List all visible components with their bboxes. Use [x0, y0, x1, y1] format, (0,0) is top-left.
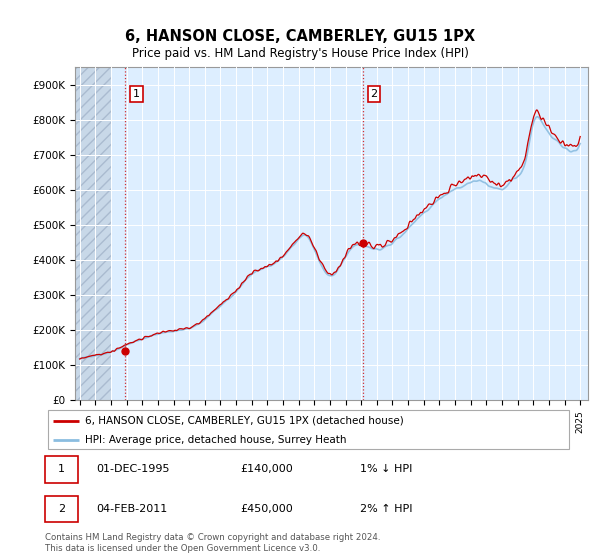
Text: £140,000: £140,000	[240, 464, 293, 474]
Text: 2: 2	[370, 89, 377, 99]
Text: 1% ↓ HPI: 1% ↓ HPI	[360, 464, 412, 474]
Text: 04-FEB-2011: 04-FEB-2011	[96, 503, 167, 514]
Text: 6, HANSON CLOSE, CAMBERLEY, GU15 1PX: 6, HANSON CLOSE, CAMBERLEY, GU15 1PX	[125, 29, 475, 44]
Text: Price paid vs. HM Land Registry's House Price Index (HPI): Price paid vs. HM Land Registry's House …	[131, 46, 469, 60]
Text: Contains HM Land Registry data © Crown copyright and database right 2024.
This d: Contains HM Land Registry data © Crown c…	[45, 533, 380, 553]
Text: 2% ↑ HPI: 2% ↑ HPI	[360, 503, 413, 514]
Text: 1: 1	[133, 89, 140, 99]
Text: 1: 1	[58, 464, 65, 474]
FancyBboxPatch shape	[47, 410, 569, 449]
Text: HPI: Average price, detached house, Surrey Heath: HPI: Average price, detached house, Surr…	[85, 435, 346, 445]
Text: £450,000: £450,000	[240, 503, 293, 514]
Text: 01-DEC-1995: 01-DEC-1995	[96, 464, 170, 474]
Text: 2: 2	[58, 503, 65, 514]
Text: 6, HANSON CLOSE, CAMBERLEY, GU15 1PX (detached house): 6, HANSON CLOSE, CAMBERLEY, GU15 1PX (de…	[85, 416, 403, 426]
